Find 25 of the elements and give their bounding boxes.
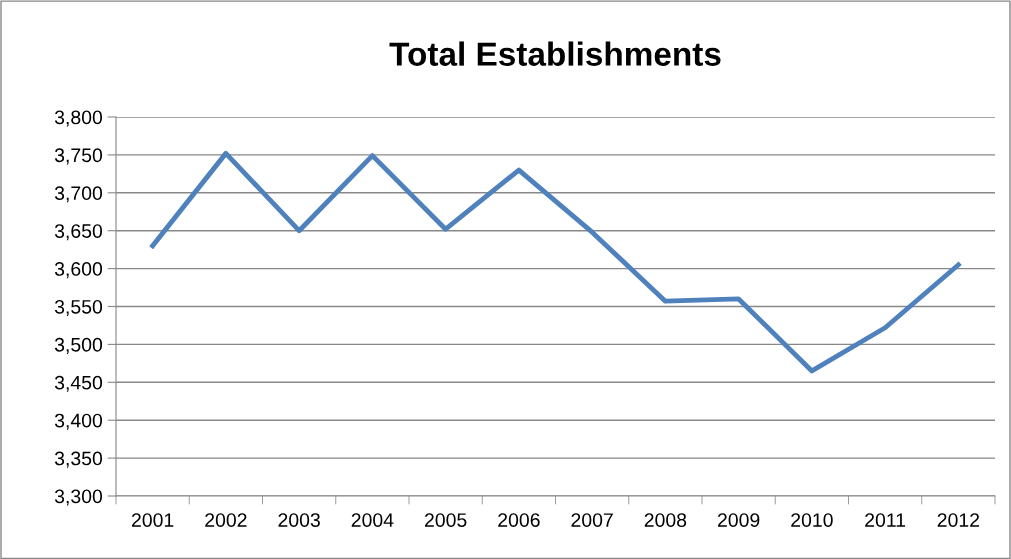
y-tick-label: 3,300 — [54, 489, 103, 506]
y-tick-label: 3,550 — [54, 299, 103, 317]
y-tick-label: 3,350 — [54, 451, 103, 468]
y-tick-label: 3,450 — [54, 375, 103, 392]
x-tick-label: 2008 — [644, 513, 687, 527]
y-tick-label: 3,500 — [54, 337, 103, 354]
line-series — [150, 150, 961, 374]
x-tick-label: 2009 — [717, 513, 760, 527]
y-tick-label: 3,750 — [54, 148, 103, 165]
x-tick-label: 2003 — [278, 513, 320, 527]
x-tick-label: 2012 — [937, 513, 980, 527]
x-tick-label: 2011 — [865, 513, 906, 527]
x-tick-label: 2004 — [351, 513, 394, 527]
y-tick-label: 3,650 — [54, 224, 103, 241]
x-tick-label: 2010 — [791, 513, 833, 527]
y-tick-label: 3,600 — [54, 262, 103, 279]
x-tick-label: 2007 — [571, 513, 613, 527]
y-tick-label: 3,800 — [54, 110, 103, 127]
x-tick-label: 2001 — [131, 513, 174, 527]
chart-title: Total Establishments — [389, 41, 721, 66]
y-tick-label: 3,700 — [54, 186, 103, 203]
x-tick-label: 2006 — [498, 513, 540, 527]
x-tick-label: 2002 — [205, 513, 247, 527]
y-tick-label: 3,400 — [54, 413, 103, 430]
x-tick-label: 2005 — [424, 513, 467, 527]
